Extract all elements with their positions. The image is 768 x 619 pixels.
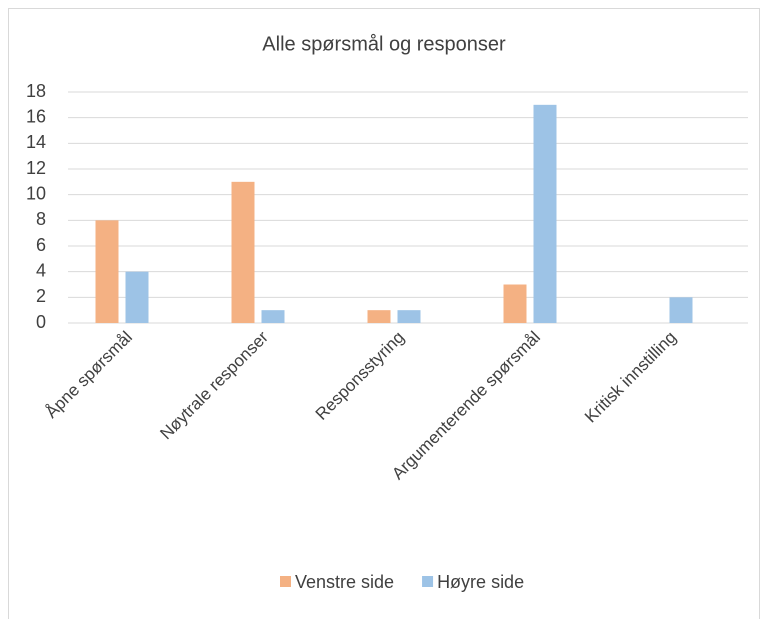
y-tick-label: 6 (36, 235, 46, 255)
bar (669, 297, 693, 323)
y-tick-label: 14 (26, 132, 46, 152)
y-tick-label: 16 (26, 106, 46, 126)
y-tick-label: 18 (26, 81, 46, 101)
chart-title: Alle spørsmål og responser (262, 33, 506, 55)
bar (533, 104, 557, 323)
bar (261, 310, 285, 323)
y-tick-label: 0 (36, 312, 46, 332)
legend-label: Venstre side (295, 572, 394, 592)
y-tick-label: 8 (36, 209, 46, 229)
bar (367, 310, 391, 323)
y-tick-label: 4 (36, 260, 46, 280)
legend-swatch (422, 576, 434, 587)
legend-swatch (280, 576, 291, 587)
y-tick-label: 12 (26, 158, 46, 178)
bar (397, 310, 421, 323)
bar (231, 181, 255, 323)
bar (125, 271, 149, 323)
legend-label: Høyre side (437, 572, 524, 592)
y-tick-label: 2 (36, 286, 46, 306)
bar (503, 284, 527, 323)
bar (95, 220, 119, 323)
y-tick-label: 10 (26, 183, 46, 203)
